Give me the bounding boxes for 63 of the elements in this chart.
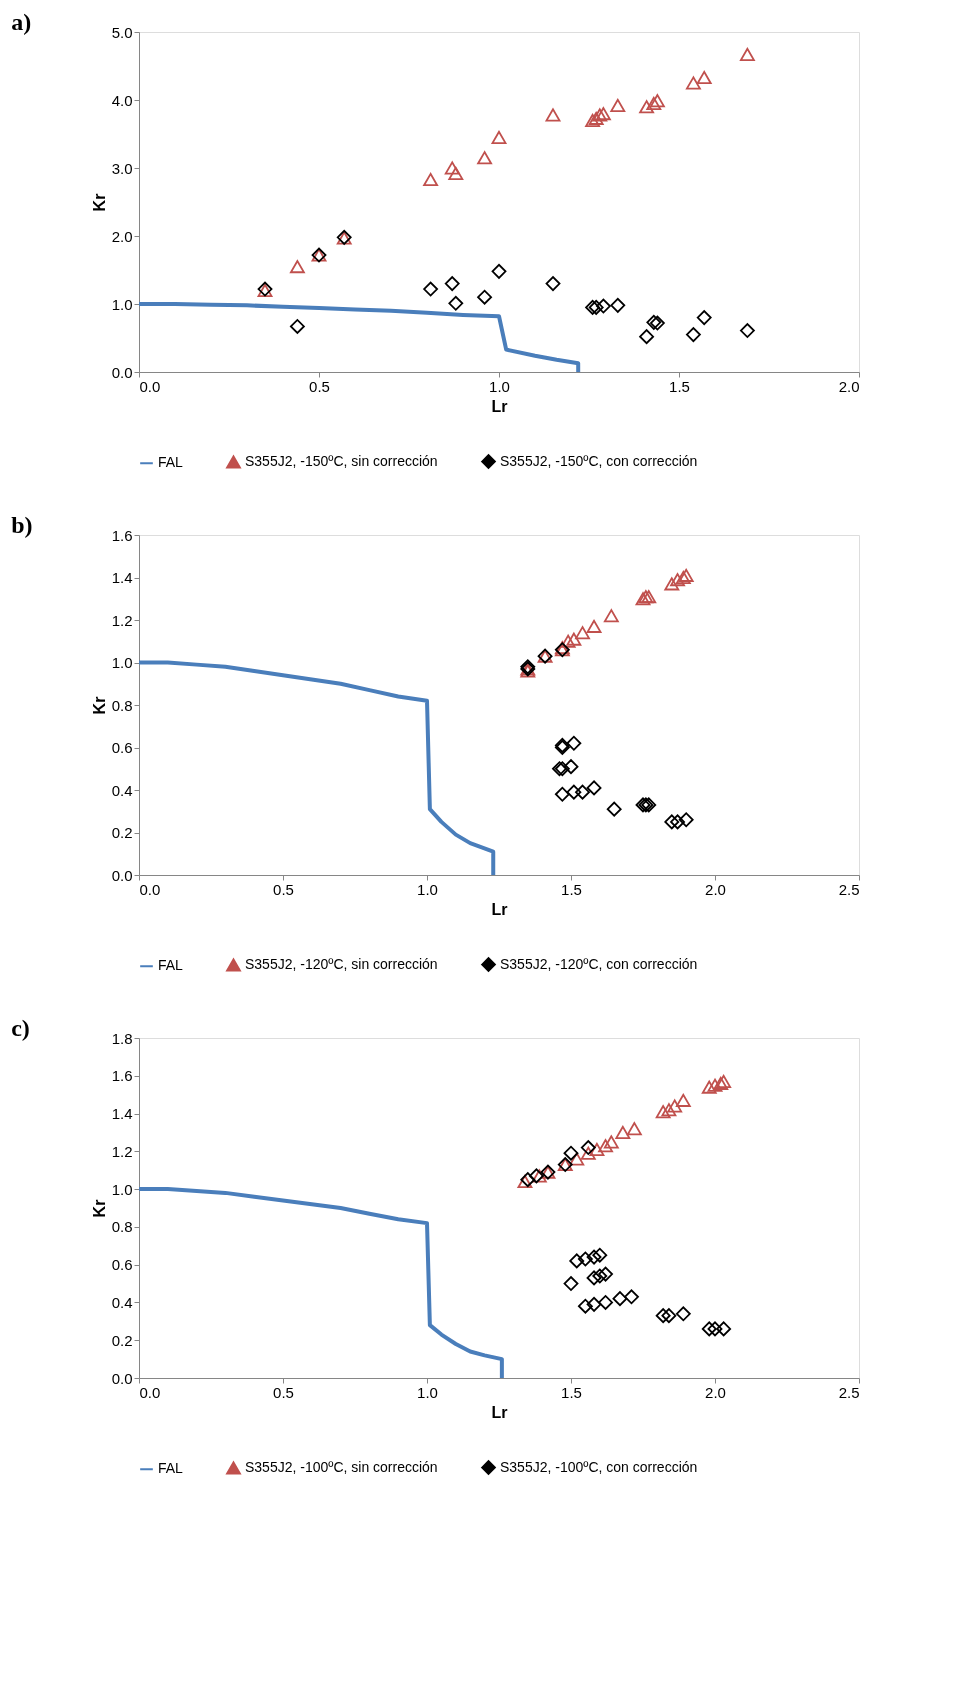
y-tick-label: 1.2 [111,1142,133,1160]
y-tick-label: 0.4 [111,781,133,799]
x-tick-label: 1.0 [417,880,438,898]
x-tick-label: 0.5 [273,880,294,898]
x-tick-label: 0.0 [139,880,161,898]
x-tick-label: 1.5 [669,377,690,395]
x-axis-title: Lr [491,1403,508,1421]
y-tick-label: 1.4 [111,569,133,586]
y-tick-label: 1.0 [111,654,133,671]
x-axis-title: Lr [491,397,508,415]
x-tick-label: 0.0 [139,377,161,395]
y-tick-label: 0.0 [111,363,133,381]
y-tick-label: 1.8 [111,1029,133,1047]
legend-label: S355J2, -100ºC, sin corrección [245,1459,438,1476]
y-tick-label: 1.6 [111,526,133,544]
y-tick-label: 0.0 [111,866,133,884]
chart-title: c) [11,1015,30,1041]
x-tick-label: 1.5 [561,1383,582,1401]
y-tick-label: 0.6 [111,1256,133,1274]
y-tick-label: 1.4 [111,1105,133,1123]
line-series [139,1187,504,1378]
y-axis-title: Kr [90,696,108,715]
x-tick-label: 0.0 [139,1383,161,1401]
y-tick-label: 1.0 [111,1180,133,1198]
legend-label: FAL [158,1460,184,1477]
y-tick-label: 0.6 [111,739,133,756]
legend-label: FAL [158,957,184,974]
y-tick-label: 0.8 [111,1218,133,1236]
y-tick-label: 1.0 [111,295,133,313]
legend-label: S355J2, -120ºC, con corrección [500,955,698,972]
y-tick-label: 4.0 [111,91,133,109]
y-axis-title: Kr [90,193,108,212]
legend-label: S355J2, -150ºC, con corrección [500,452,698,469]
x-tick-label: 0.5 [309,377,330,395]
y-tick-label: 1.6 [111,1067,133,1085]
legend-label: S355J2, -100ºC, con corrección [500,1458,698,1475]
y-tick-label: 0.4 [111,1293,133,1311]
x-tick-label: 0.5 [273,1383,294,1401]
y-tick-label: 0.8 [111,696,133,714]
x-tick-label: 2.0 [705,880,726,898]
legend-label: S355J2, -150ºC, sin corrección [245,453,438,470]
x-tick-label: 2.5 [838,1383,860,1401]
chart-title: a) [11,9,32,35]
x-tick-label: 2.0 [705,1383,726,1401]
y-tick-label: 0.2 [111,1331,133,1349]
x-tick-label: 1.0 [417,1383,438,1401]
y-tick-label: 0.2 [111,824,133,841]
y-tick-label: 3.0 [111,159,133,177]
y-tick-label: 0.0 [111,1369,133,1387]
y-axis-title: Kr [90,1199,108,1218]
x-tick-label: 1.0 [489,377,510,395]
x-axis-title: Lr [491,900,508,918]
x-tick-label: 2.0 [838,377,860,395]
x-tick-label: 2.5 [838,880,860,898]
legend-label: FAL [158,454,184,471]
y-tick-label: 2.0 [111,227,133,245]
y-tick-label: 5.0 [111,23,133,41]
y-tick-label: 1.2 [111,611,133,629]
legend-label: S355J2, -120ºC, sin corrección [245,956,438,973]
x-tick-label: 1.5 [561,880,582,898]
line-series [139,660,496,875]
line-series [139,302,581,372]
chart-title: b) [11,512,33,538]
